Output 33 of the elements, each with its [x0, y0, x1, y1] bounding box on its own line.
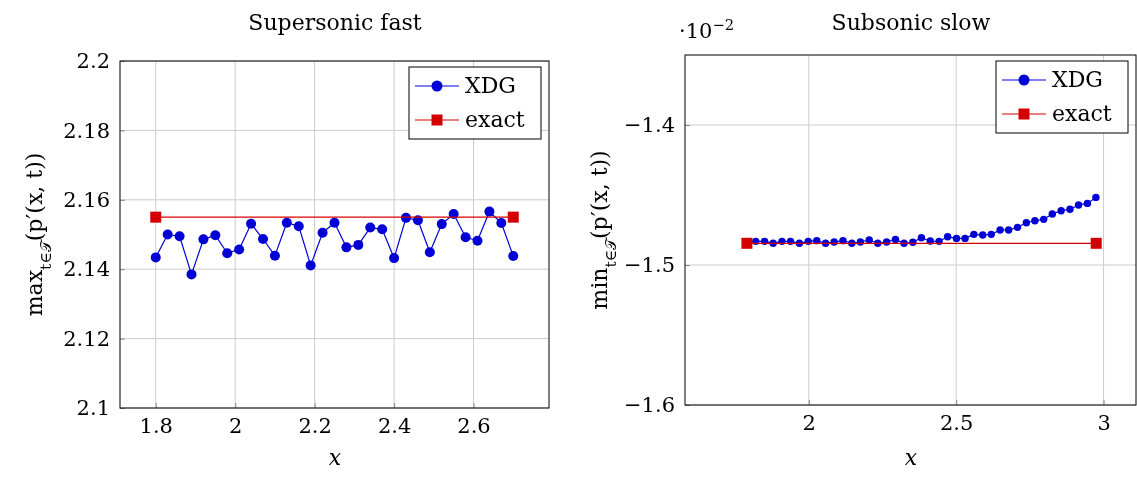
x-tick-label: 3 — [1097, 410, 1111, 435]
y-tick-label: 2.16 — [63, 188, 110, 213]
point — [1090, 237, 1102, 249]
y-tick-label: 2.14 — [63, 257, 110, 282]
x-tick-label: 2.2 — [298, 413, 332, 438]
y-tick-label: −1.4 — [624, 113, 675, 138]
y-tick-label: −1.6 — [624, 393, 675, 418]
chart-title: Subsonic slow — [831, 10, 991, 35]
point — [507, 211, 519, 223]
x-tick-label: 2.6 — [457, 413, 491, 438]
point — [150, 211, 162, 223]
legend-label: exact — [1052, 101, 1112, 126]
x-tick-label: 1.8 — [139, 413, 173, 438]
legend-label: exact — [465, 107, 525, 132]
legend-label: XDG — [465, 73, 516, 98]
point — [508, 251, 519, 262]
x-tick-label: 2 — [229, 413, 243, 438]
point — [150, 252, 161, 263]
y-tick-label: 2.18 — [63, 118, 110, 143]
x-tick-label: 2 — [802, 410, 816, 435]
text: ·10$^{−2}$ — [679, 15, 735, 43]
x-axis-title: x — [904, 445, 918, 470]
legend-label: XDG — [1052, 67, 1103, 92]
chart-title: Supersonic fast — [248, 10, 422, 35]
y-tick-label: 2.1 — [76, 396, 110, 421]
x-axis-title: x — [328, 445, 342, 470]
point — [741, 237, 753, 249]
point — [1092, 193, 1100, 202]
y-tick-label: −1.5 — [624, 253, 675, 278]
x-tick-label: 2.4 — [377, 413, 412, 438]
y-tick-label: 2.2 — [76, 49, 110, 74]
x-tick-label: 2.5 — [939, 410, 974, 435]
y-tick-label: 2.12 — [63, 326, 110, 351]
